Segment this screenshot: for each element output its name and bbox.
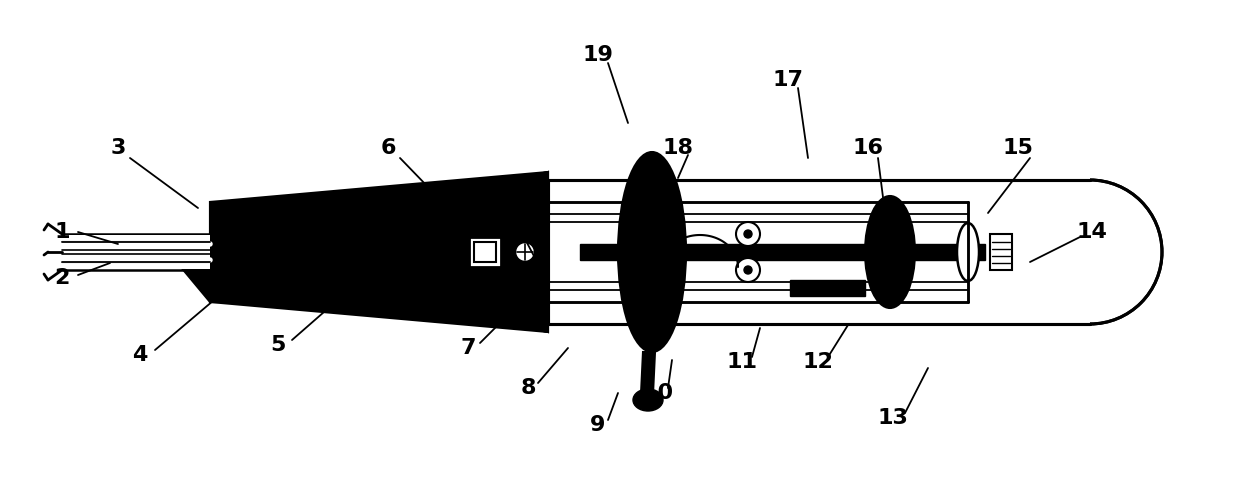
Bar (474, 242, 496, 262)
Circle shape (744, 266, 751, 274)
Text: 9: 9 (590, 415, 605, 435)
Bar (469, 237, 501, 267)
Circle shape (737, 258, 760, 282)
Bar (580, 244, 985, 260)
Text: 7: 7 (460, 338, 476, 358)
Text: 16: 16 (853, 138, 883, 158)
Circle shape (515, 242, 534, 262)
Text: 17: 17 (773, 70, 804, 90)
Bar (548, 204, 644, 300)
Text: 12: 12 (802, 352, 833, 372)
Text: 3: 3 (110, 138, 125, 158)
Polygon shape (641, 352, 655, 394)
Bar (990, 234, 1012, 270)
Text: 2: 2 (55, 268, 69, 288)
Ellipse shape (632, 389, 663, 411)
Polygon shape (170, 254, 548, 332)
Circle shape (744, 230, 751, 238)
Text: 14: 14 (1076, 222, 1107, 242)
Bar (62, 235, 210, 269)
Circle shape (737, 222, 760, 246)
Ellipse shape (957, 223, 980, 281)
Text: 18: 18 (662, 138, 693, 158)
Text: 8: 8 (521, 378, 536, 398)
Polygon shape (210, 172, 548, 332)
Text: 15: 15 (1003, 138, 1033, 158)
Text: 5: 5 (270, 335, 285, 355)
Ellipse shape (866, 196, 915, 308)
Text: 11: 11 (727, 352, 758, 372)
Polygon shape (170, 172, 548, 250)
Text: 19: 19 (583, 45, 614, 65)
Text: 13: 13 (878, 408, 909, 428)
Ellipse shape (618, 152, 686, 352)
Text: 20: 20 (487, 205, 518, 225)
Text: 4: 4 (133, 345, 148, 365)
Polygon shape (210, 202, 548, 302)
Bar (548, 180, 1090, 324)
Bar (548, 202, 968, 302)
Text: 10: 10 (642, 383, 673, 403)
Bar (790, 280, 866, 296)
Text: 1: 1 (55, 222, 69, 242)
Text: 6: 6 (381, 138, 396, 158)
Polygon shape (170, 172, 548, 332)
